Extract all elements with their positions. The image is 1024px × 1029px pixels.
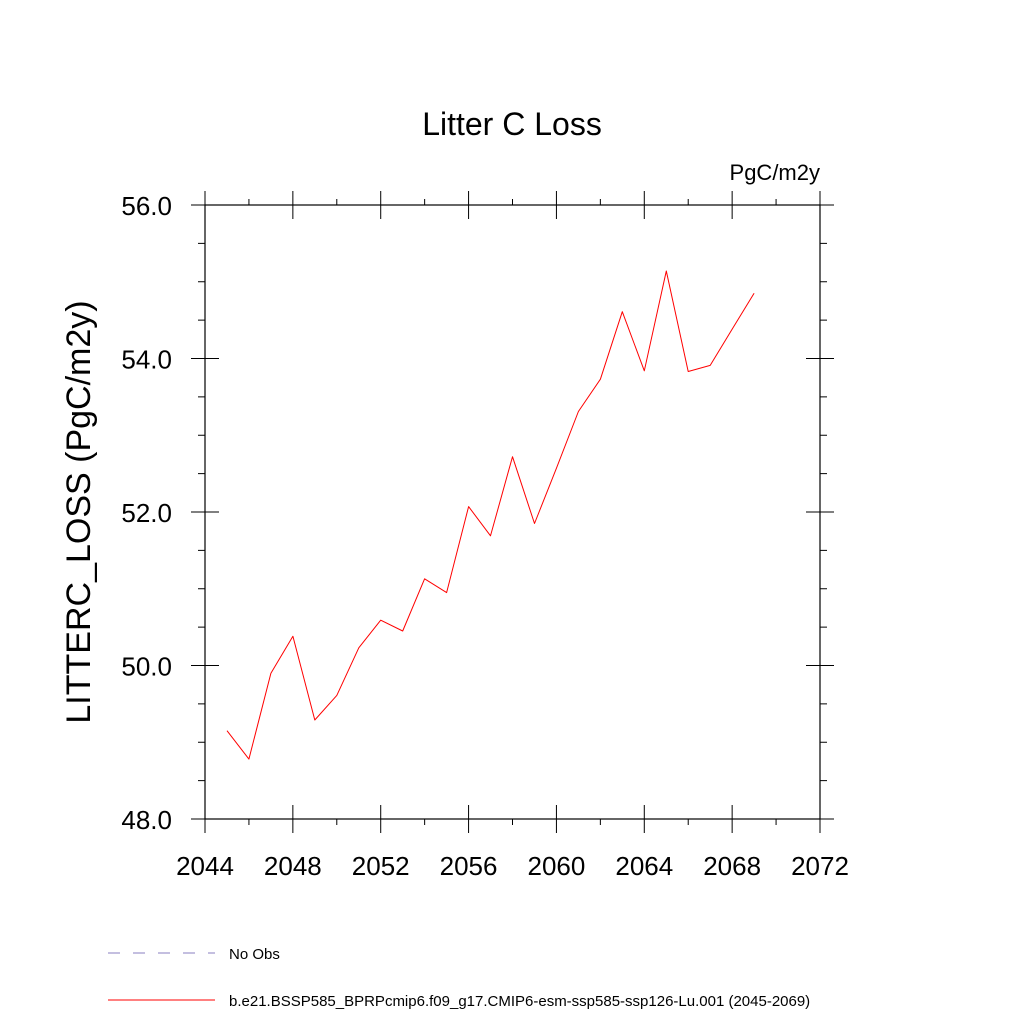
x-tick-label: 2060 xyxy=(528,851,586,881)
x-tick-label: 2044 xyxy=(176,851,234,881)
y-tick-label: 56.0 xyxy=(121,191,172,221)
y-axis-label: LITTERC_LOSS (PgC/m2y) xyxy=(60,300,98,723)
chart-title: Litter C Loss xyxy=(422,106,602,142)
series-line xyxy=(226,270,755,760)
y-tick-label: 48.0 xyxy=(121,805,172,835)
y-tick-label: 52.0 xyxy=(121,498,172,528)
plot-frame xyxy=(204,204,821,820)
plot-area: 2044 2048 2052 2056 2060 2064 2068 2072 48.0 50.0… xyxy=(121,191,849,881)
x-tick-label: 2068 xyxy=(703,851,761,881)
x-tick-label: 2056 xyxy=(440,851,498,881)
legend-label: b.e21.BSSP585_BPRPcmip6.f09_g17.CMIP6-es… xyxy=(229,993,810,1010)
legend-label: No Obs xyxy=(229,946,280,963)
x-tick-label: 2052 xyxy=(352,851,410,881)
y-tick-label: 50.0 xyxy=(121,652,172,682)
units-label: PgC/m2y xyxy=(730,160,820,185)
y-tick-label: 54.0 xyxy=(121,345,172,375)
x-tick-label: 2072 xyxy=(791,851,849,881)
x-tick-label: 2048 xyxy=(264,851,322,881)
x-tick-label: 2064 xyxy=(615,851,673,881)
legend: No Obs b.e21.BSSP585_BPRPcmip6.f09_g17.CM… xyxy=(108,946,810,1010)
